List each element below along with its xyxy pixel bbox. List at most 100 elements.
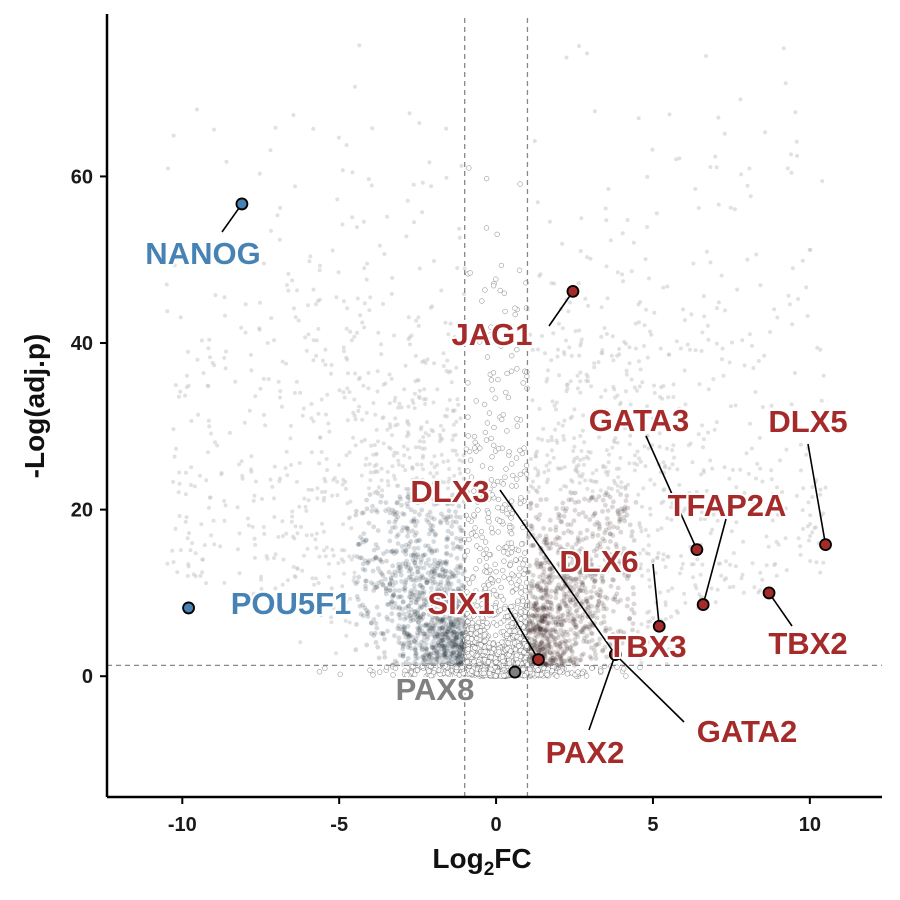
background-point [189,465,194,470]
background-point [391,453,396,458]
background-point [408,645,414,651]
background-point [377,669,383,675]
background-point [807,538,811,543]
background-point [578,530,583,536]
background-point [666,589,671,593]
background-point [451,588,456,594]
background-point [535,564,541,570]
background-point [406,404,411,409]
background-point [429,625,435,630]
background-point [758,283,763,288]
background-point [650,559,655,564]
background-point [413,640,419,646]
background-point [548,645,554,650]
background-point [441,647,447,653]
background-point [436,660,442,665]
background-point [612,551,618,556]
background-point [294,479,299,484]
background-point [582,585,588,591]
background-point [386,506,392,512]
background-point [561,650,567,656]
background-point [551,634,556,640]
background-point [527,657,533,663]
background-point [534,624,540,630]
background-point [683,600,688,605]
background-point [563,576,569,582]
background-point [623,673,629,679]
background-point [330,547,335,552]
background-point [538,497,544,503]
background-point [545,368,550,373]
background-point [549,607,555,612]
background-point [297,461,302,465]
background-point [183,393,188,398]
background-point [658,590,663,595]
background-point [384,558,389,564]
background-point [453,635,459,641]
background-point [483,225,490,231]
background-point [461,643,467,649]
background-point [405,504,411,510]
background-point [433,590,439,596]
background-point [533,613,539,619]
background-point [618,597,623,603]
background-point [532,638,538,644]
background-point [201,371,206,376]
background-point [452,619,458,625]
background-point [757,435,762,440]
background-point [508,461,515,467]
background-point [449,570,455,576]
background-point [433,531,439,537]
background-point [419,628,425,634]
background-point [339,557,344,562]
background-point [306,332,311,337]
background-point [396,483,401,488]
background-point [388,601,394,606]
background-point [557,669,563,675]
background-point [547,219,552,224]
background-point [713,154,718,159]
background-point [587,595,593,601]
background-point [405,633,411,638]
background-point [365,611,370,617]
background-point [580,615,585,621]
background-point [296,318,301,323]
background-point [447,569,453,575]
background-point [623,485,628,490]
background-point [434,659,439,665]
background-point [452,659,458,664]
background-point [567,610,573,616]
background-point [538,564,543,570]
background-point [428,522,434,528]
background-point [459,653,465,659]
background-point [561,434,566,438]
background-point [407,633,413,638]
background-point [635,629,640,634]
background-point [427,632,433,637]
background-point [708,260,713,265]
background-point [594,468,599,473]
background-point [663,617,668,622]
background-point [434,590,440,596]
background-point [569,353,574,358]
background-point [601,603,607,609]
background-point [798,442,803,447]
background-point [351,554,356,559]
background-point [408,342,412,347]
background-point [517,500,523,507]
background-point [280,519,285,524]
background-point [557,373,562,378]
background-point [428,546,433,552]
background-point [443,568,449,574]
background-point [556,421,561,426]
background-point [769,468,774,473]
background-point [566,309,571,314]
background-point [509,589,516,595]
background-point [445,407,450,412]
background-point [409,597,414,603]
background-point [571,552,577,557]
background-point [564,645,570,651]
background-point [387,401,392,406]
background-point [531,642,536,648]
background-point [516,643,522,649]
